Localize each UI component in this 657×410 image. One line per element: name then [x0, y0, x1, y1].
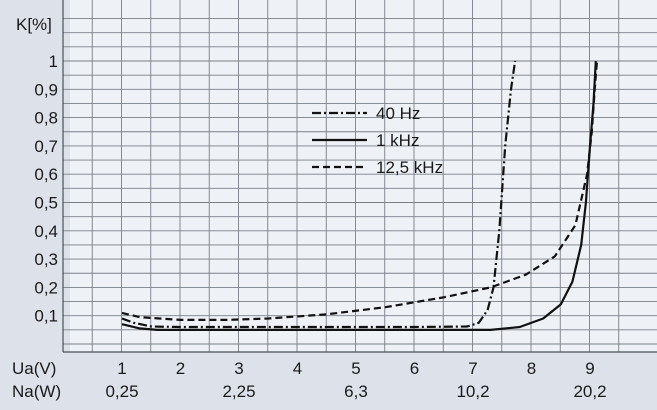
y-tick-label: 0,5: [34, 194, 58, 213]
y-tick-label: 0,4: [34, 222, 58, 241]
x-tick-label-na: 20,2: [573, 382, 606, 401]
y-tick-label: 0,1: [34, 307, 58, 326]
x-tick-label-na: 2,25: [222, 382, 255, 401]
x-axis-label-ua: Ua(V): [12, 359, 56, 378]
y-tick-label: 0,3: [34, 250, 58, 269]
x-tick-label-na: 0,25: [105, 382, 138, 401]
plot-background: [70, 0, 657, 352]
x-tick-label-ua: 3: [234, 359, 243, 378]
y-tick-label: 1: [49, 52, 58, 71]
x-tick-label-ua: 4: [293, 359, 302, 378]
legend-label: 40 Hz: [376, 104, 420, 123]
y-tick-label: 0,8: [34, 109, 58, 128]
x-tick-label-ua: 8: [527, 359, 536, 378]
x-tick-label-ua: 7: [468, 359, 477, 378]
x-tick-label-ua: 1: [117, 359, 126, 378]
series-line-dashed: [121, 60, 599, 321]
y-tick-label: 0,6: [34, 165, 58, 184]
y-tick-label: 0,2: [34, 278, 58, 297]
y-axis-label: K[%]: [16, 15, 52, 34]
legend-label: 1 kHz: [376, 131, 419, 150]
x-tick-label-ua: 9: [585, 359, 594, 378]
y-tick-label: 0,7: [34, 137, 58, 156]
y-tick-label: 0,9: [34, 80, 58, 99]
x-axis-label-na: Na(W): [12, 382, 61, 401]
legend-label: 12,5 kHz: [376, 158, 443, 177]
x-tick-label-na: 6,3: [344, 382, 368, 401]
series-line-dashdot: [121, 60, 517, 329]
x-tick-label-ua: 5: [351, 359, 360, 378]
x-tick-label-na: 10,2: [456, 382, 489, 401]
x-tick-label-ua: 2: [176, 359, 185, 378]
x-tick-label-ua: 6: [410, 359, 419, 378]
